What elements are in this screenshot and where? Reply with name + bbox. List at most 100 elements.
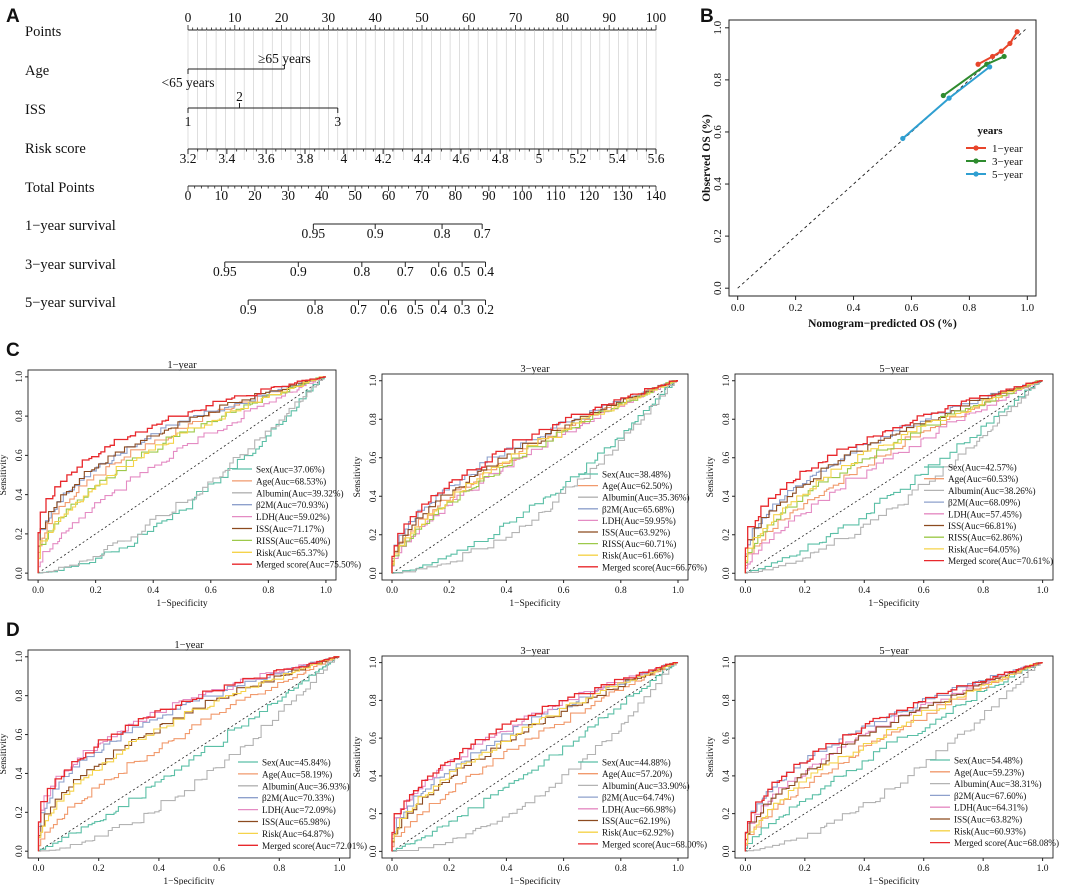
roc-y-axis-title: Sensitivity bbox=[0, 454, 9, 495]
legend-swatch-marker bbox=[973, 171, 979, 177]
roc-legend-label: Albumin(Auc=38.26%) bbox=[948, 486, 1036, 496]
roc-curve-albumin bbox=[744, 380, 1043, 574]
roc-curve-riss bbox=[744, 380, 1043, 574]
total-points-tick-label: 100 bbox=[512, 188, 533, 203]
roc-x-axis-title: 1−Specificity bbox=[509, 876, 561, 885]
survival-tick-label: 0.95 bbox=[302, 226, 326, 241]
survival-tick-label: 0.8 bbox=[353, 264, 370, 279]
panel-letter-b: B bbox=[700, 6, 714, 27]
roc-x-tick-label: 1.0 bbox=[320, 586, 332, 596]
survival-tick-label: 0.4 bbox=[477, 264, 494, 279]
roc-panel-c1: 1−year 0.0 0.0 0.2 0.2 0.4 0.4 0.6 0.6 0.8 0.8 1.0 1… bbox=[0, 360, 361, 609]
roc-y-tick-label: 0.2 bbox=[369, 807, 379, 819]
roc-y-tick-label: 0.6 bbox=[722, 452, 732, 464]
roc-x-tick-label: 0.2 bbox=[799, 586, 811, 596]
y-tick-label: 0.6 bbox=[712, 125, 724, 139]
roc-legend-label: Age(Auc=58.19%) bbox=[262, 769, 332, 779]
roc-plot-frame bbox=[381, 373, 689, 581]
roc-y-tick-label: 1.0 bbox=[369, 656, 379, 668]
x-tick-label: 0.6 bbox=[905, 302, 919, 314]
roc-legend-label: Risk(Auc=64.87%) bbox=[262, 829, 334, 839]
roc-x-tick-label: 0.4 bbox=[500, 586, 512, 596]
roc-y-tick-label: 0.8 bbox=[722, 694, 732, 706]
points-tick-label: 70 bbox=[509, 10, 523, 25]
roc-panel-d5: 5−year 0.0 0.0 0.2 0.2 0.4 0.4 0.6 0.6 0.8 0.8 1.0 1… bbox=[706, 646, 1059, 885]
roc-x-tick-label: 0.4 bbox=[153, 864, 165, 874]
roc-legend-label: Risk(Auc=65.37%) bbox=[256, 548, 328, 558]
roc-y-tick-label: 0.6 bbox=[369, 732, 379, 744]
roc-y-tick-label: 0.0 bbox=[15, 845, 25, 857]
total-points-tick-label: 0 bbox=[185, 188, 192, 203]
points-tick-label: 90 bbox=[602, 10, 616, 25]
total-points-tick-label: 80 bbox=[449, 188, 463, 203]
roc-curve-merged bbox=[37, 376, 326, 574]
x-tick-label: 1.0 bbox=[1020, 302, 1034, 314]
points-tick-label: 40 bbox=[368, 10, 382, 25]
roc-x-tick-label: 0.6 bbox=[918, 864, 930, 874]
risk-tick-label: 5 bbox=[536, 151, 543, 166]
roc-curve-risk bbox=[744, 380, 1043, 574]
survival-tick-label: 0.9 bbox=[367, 226, 384, 241]
legend-swatch-marker bbox=[973, 145, 979, 151]
roc-x-tick-label: 1.0 bbox=[1037, 586, 1049, 596]
calibration-point bbox=[1001, 53, 1007, 60]
roc-curve-albumin bbox=[391, 380, 678, 574]
roc-x-tick-label: 0.2 bbox=[443, 864, 455, 874]
roc-legend-label: ISS(Auc=71.17%) bbox=[256, 524, 324, 534]
calibration-point bbox=[998, 48, 1004, 54]
roc-plot-frame bbox=[27, 649, 351, 859]
roc-curve-age bbox=[744, 662, 1043, 852]
roc-title: 1−year bbox=[167, 360, 197, 371]
roc-x-tick-label: 0.0 bbox=[739, 864, 751, 874]
roc-curve-sex bbox=[391, 662, 678, 852]
roc-y-tick-label: 0.6 bbox=[722, 732, 732, 744]
roc-x-tick-label: 0.8 bbox=[273, 864, 285, 874]
nomogram-row-label: Total Points bbox=[25, 180, 95, 196]
roc-y-tick-label: 0.8 bbox=[369, 694, 379, 706]
x-tick-label: 0.4 bbox=[847, 302, 861, 314]
total-points-tick-label: 90 bbox=[482, 188, 496, 203]
survival-tick-label: 0.8 bbox=[307, 302, 324, 317]
roc-legend-label: Merged score(Auc=68.08%) bbox=[954, 838, 1059, 848]
roc-curve-age bbox=[37, 656, 340, 852]
roc-legend-label: ISS(Auc=66.81%) bbox=[948, 521, 1016, 531]
roc-legend-label: RISS(Auc=62.86%) bbox=[948, 533, 1022, 543]
roc-y-axis-title: Sensitivity bbox=[0, 733, 9, 774]
survival-tick-label: 0.95 bbox=[213, 264, 237, 279]
total-points-tick-label: 110 bbox=[546, 188, 566, 203]
roc-legend-label: Merged score(Auc=68.00%) bbox=[602, 839, 707, 849]
roc-y-tick-label: 0.8 bbox=[15, 410, 25, 422]
roc-curve-risk bbox=[391, 662, 678, 852]
nomogram-row-label: Risk score bbox=[25, 141, 86, 157]
roc-y-tick-label: 0.8 bbox=[15, 689, 25, 701]
roc-curve-age bbox=[391, 662, 678, 852]
roc-x-tick-label: 0.6 bbox=[205, 586, 217, 596]
roc-legend-label: β2M(Auc=67.60%) bbox=[954, 791, 1026, 801]
roc-curve-age bbox=[744, 380, 1043, 574]
total-points-tick-label: 50 bbox=[348, 188, 362, 203]
roc-legend-label: β2M(Auc=70.93%) bbox=[256, 500, 328, 510]
roc-y-tick-label: 0.0 bbox=[369, 845, 379, 857]
total-points-tick-label: 60 bbox=[382, 188, 396, 203]
roc-curve-risk bbox=[37, 656, 340, 852]
nomogram-row-label: Points bbox=[25, 24, 62, 40]
y-tick-label: 0.4 bbox=[712, 177, 724, 191]
legend-swatch-marker bbox=[973, 158, 979, 164]
roc-curve-merged bbox=[37, 656, 340, 852]
roc-legend-label: Albumin(Auc=35.36%) bbox=[602, 493, 690, 503]
roc-curve-risk bbox=[744, 662, 1043, 852]
calibration-point bbox=[946, 95, 952, 101]
roc-legend-label: LDH(Auc=59.95%) bbox=[602, 516, 676, 526]
iss-category-label: 3 bbox=[334, 114, 341, 129]
survival-tick-label: 0.9 bbox=[290, 264, 307, 279]
survival-tick-label: 0.8 bbox=[434, 226, 451, 241]
roc-legend-label: Merged score(Auc=72.01%) bbox=[262, 841, 367, 851]
x-tick-label: 0.8 bbox=[963, 302, 977, 314]
calibration-plot-frame bbox=[728, 19, 1037, 297]
roc-y-tick-label: 0.2 bbox=[15, 528, 25, 540]
risk-tick-label: 4.2 bbox=[375, 151, 392, 166]
roc-y-tick-label: 0.6 bbox=[15, 728, 25, 740]
roc-y-tick-label: 0.0 bbox=[369, 567, 379, 579]
roc-y-tick-label: 0.4 bbox=[369, 490, 379, 502]
risk-tick-label: 3.2 bbox=[180, 151, 197, 166]
